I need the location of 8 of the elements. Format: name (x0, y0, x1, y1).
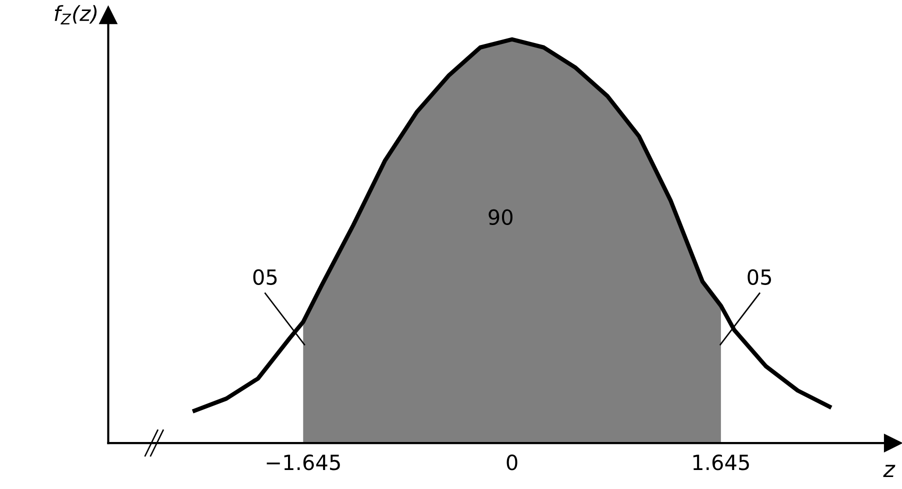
x-tick-label: 0 (506, 454, 518, 470)
annotation: 90 (488, 209, 512, 226)
x-tick-label: −1.645 (266, 454, 340, 470)
annotation: 05 (253, 269, 277, 285)
x-tick-label: 1.645 (693, 454, 749, 470)
y-axis-title: f$_{Z}$(z) (54, 5, 97, 24)
annotation: 05 (748, 269, 772, 285)
x-axis-title: z (883, 464, 896, 478)
